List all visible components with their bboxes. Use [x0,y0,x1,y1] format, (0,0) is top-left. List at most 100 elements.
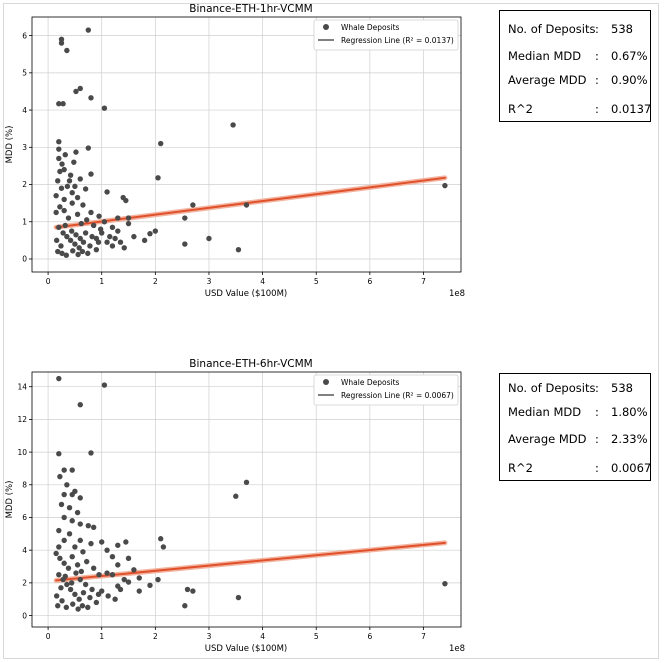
data-point [64,47,70,54]
data-point [65,565,72,571]
data-point [56,146,62,152]
data-point [59,598,65,604]
data-point [93,599,100,606]
data-point [96,213,102,219]
data-point [73,232,79,238]
data-point [235,594,242,601]
stats-label: R^2 [508,102,533,116]
stats-box-1hr: No. of Deposits : 538 Median MDD : 0.67%… [499,10,651,122]
data-point [56,527,62,534]
chart-1hr: Binance-ETH-1hr-VCMM 0 1 2 3 4 5 6 7 0 1 2 3 4 5 6 US… [5,3,465,299]
data-point [85,250,91,257]
data-point [77,235,83,242]
stats-label: No. of Deposits [508,381,596,395]
data-point [77,521,83,527]
x-ticks: 0 1 2 3 4 5 6 7 [46,272,426,286]
data-point [96,571,102,578]
data-point [58,185,65,191]
data-point [64,233,70,240]
data-point [70,601,76,607]
data-point [56,544,62,550]
data-point [53,209,59,216]
data-point [125,555,132,562]
data-point [160,544,167,550]
stats-label: Average MDD [508,432,587,446]
data-point [70,248,76,254]
data-point [59,250,65,257]
x-tick-label: 7 [421,277,426,286]
data-point [141,237,148,244]
stats-row-median: Median MDD : 1.80% [500,405,650,421]
stats-separator: : [595,461,599,475]
data-point [78,568,85,575]
data-point [90,222,97,229]
x-tick-label: 0 [46,632,51,641]
data-point [53,237,60,244]
data-point [74,562,81,568]
data-point [69,518,75,524]
stats-separator: : [595,102,599,116]
data-point [68,580,75,586]
data-point [73,88,79,95]
data-point [104,547,110,553]
stats-value: 0.0137 [611,102,652,116]
data-point [136,575,142,581]
data-point [112,235,118,242]
data-point [63,604,70,611]
data-point [243,202,250,208]
chart-title: Binance-ETH-6hr-VCMM [189,358,312,370]
y-tick-label: 2 [22,579,27,588]
data-point [182,215,188,221]
x-tick-label: 7 [421,632,426,641]
data-point [80,239,87,245]
stats-row-deposits: No. of Deposits : 538 [500,381,650,397]
y-axis-label: MDD (%) [5,481,15,519]
data-point [75,251,81,258]
data-point [57,168,63,175]
stats-separator: : [595,405,599,419]
data-point [53,593,60,599]
x-offset-label: 1e8 [449,289,465,299]
data-point [69,467,75,473]
data-point [109,554,116,560]
data-point [68,228,75,234]
data-point [58,40,65,46]
data-point [74,509,81,516]
data-point [88,95,94,101]
data-point [88,540,94,547]
stats-label: No. of Deposits [508,22,596,36]
chart-title: Binance-ETH-1hr-VCMM [189,3,312,15]
data-point [61,166,67,173]
data-point [85,27,92,33]
data-point [69,200,75,206]
data-point [72,183,78,190]
stats-row-average: Average MDD : 0.90% [500,73,650,89]
data-point [67,586,74,593]
data-point [115,542,121,548]
stats-row-deposits: No. of Deposits : 538 [500,22,650,38]
regression-line-path [55,176,446,229]
data-point [58,501,65,508]
plot-area [31,16,462,273]
y-tick-label: 4 [22,106,27,115]
data-point [121,576,127,583]
data-point [190,202,196,208]
data-point [80,202,86,208]
scatter-points [53,375,448,612]
data-point [85,604,91,611]
y-tick-label: 6 [22,513,27,522]
y-tick-label: 10 [17,448,27,457]
stats-label: Median MDD [508,405,582,419]
data-point [53,550,59,557]
data-point [131,567,137,573]
data-point [123,539,129,545]
data-point [89,233,95,240]
data-point [80,589,87,596]
data-point [85,145,92,151]
data-point [77,85,83,92]
scatter-points [53,27,448,258]
data-point [74,194,81,201]
data-point [190,588,196,594]
data-point [115,215,121,221]
